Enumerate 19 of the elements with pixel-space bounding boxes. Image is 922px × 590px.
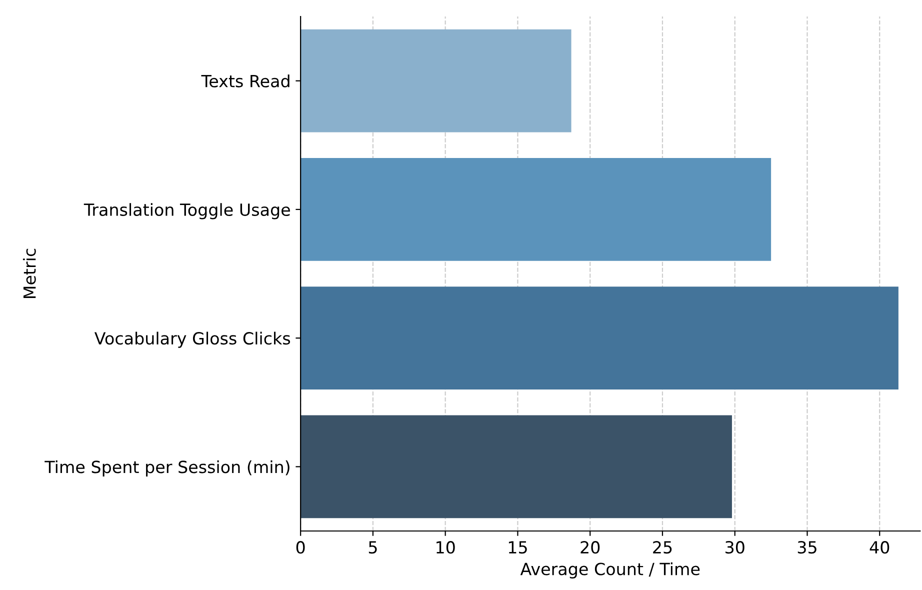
y-axis-title: Metric [22,248,36,298]
x-tick-label: 10 [436,541,455,554]
bar [300,286,898,390]
x-tick-label: 15 [508,541,527,554]
x-tick-label: 5 [368,541,377,554]
x-tick-label: 0 [296,541,305,554]
bar [300,158,772,261]
bar [300,415,732,518]
y-tick-label: Translation Toggle Usage [84,203,290,220]
x-axis-title: Average Count / Time [520,562,700,579]
x-tick-label: 25 [653,541,672,554]
y-tick-label: Time Spent per Session (min) [44,460,290,476]
y-tick-label: Texts Read [201,74,290,88]
y-tick-label: Vocabulary Gloss Clicks [94,332,290,348]
bar [300,29,572,132]
x-tick-label: 40 [870,541,890,554]
x-tick-label: 30 [726,541,744,554]
x-tick-label: 20 [580,541,600,554]
x-tick-label: 35 [798,541,816,554]
